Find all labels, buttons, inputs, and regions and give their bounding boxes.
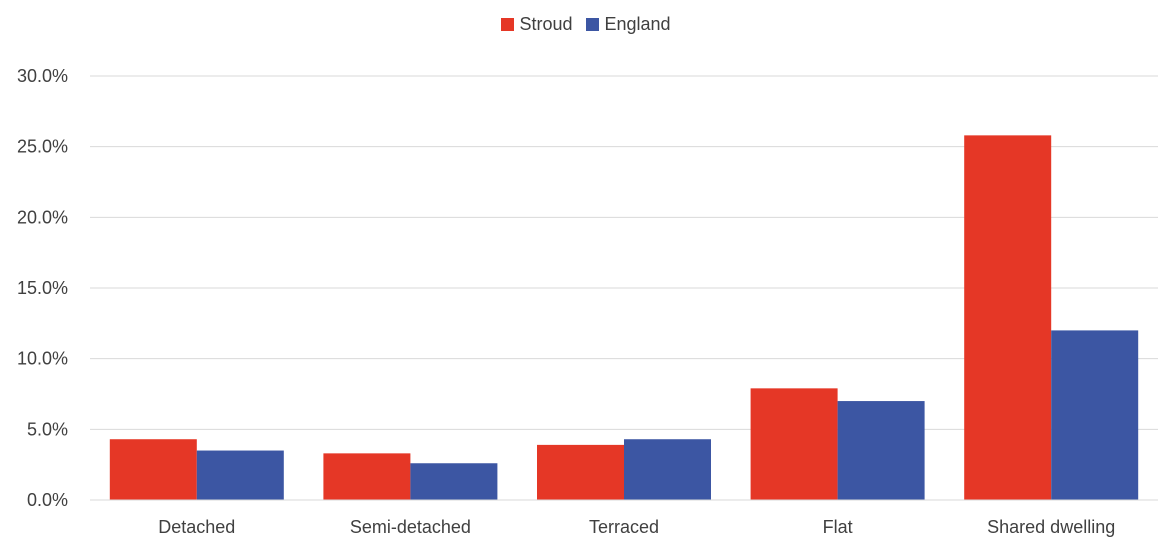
bar-england-semi-detached xyxy=(410,463,498,500)
bar-england-flat xyxy=(837,401,925,500)
bar-stroud-semi-detached xyxy=(323,453,411,500)
legend: Stroud England xyxy=(0,14,1172,35)
bar-england-shared-dwelling xyxy=(1051,330,1139,500)
y-tick-label: 0.0% xyxy=(27,490,68,510)
legend-label-stroud: Stroud xyxy=(519,14,573,34)
legend-swatch-england xyxy=(586,18,600,31)
bar-england-detached xyxy=(196,450,284,500)
x-tick-label: Terraced xyxy=(589,517,659,537)
bar-stroud-shared-dwelling xyxy=(964,135,1052,501)
bar-stroud-flat xyxy=(750,388,838,500)
legend-label-england: England xyxy=(604,14,671,34)
legend-swatch-stroud xyxy=(501,18,515,31)
x-tick-label: Shared dwelling xyxy=(987,517,1115,537)
y-tick-label: 10.0% xyxy=(17,349,68,369)
legend-item-stroud: Stroud xyxy=(501,14,572,35)
y-tick-label: 25.0% xyxy=(17,137,68,157)
bar-stroud-terraced xyxy=(537,444,624,500)
x-tick-label: Semi-detached xyxy=(350,517,471,537)
y-tick-label: 5.0% xyxy=(27,419,68,439)
y-tick-label: 20.0% xyxy=(17,207,68,227)
y-tick-label: 15.0% xyxy=(17,278,68,298)
x-tick-label: Detached xyxy=(158,517,235,537)
legend-item-england: England xyxy=(586,14,671,35)
bar-england-terraced xyxy=(624,439,711,500)
bar-stroud-detached xyxy=(109,439,197,500)
x-tick-label: Flat xyxy=(823,517,853,537)
y-tick-label: 30.0% xyxy=(17,66,68,86)
